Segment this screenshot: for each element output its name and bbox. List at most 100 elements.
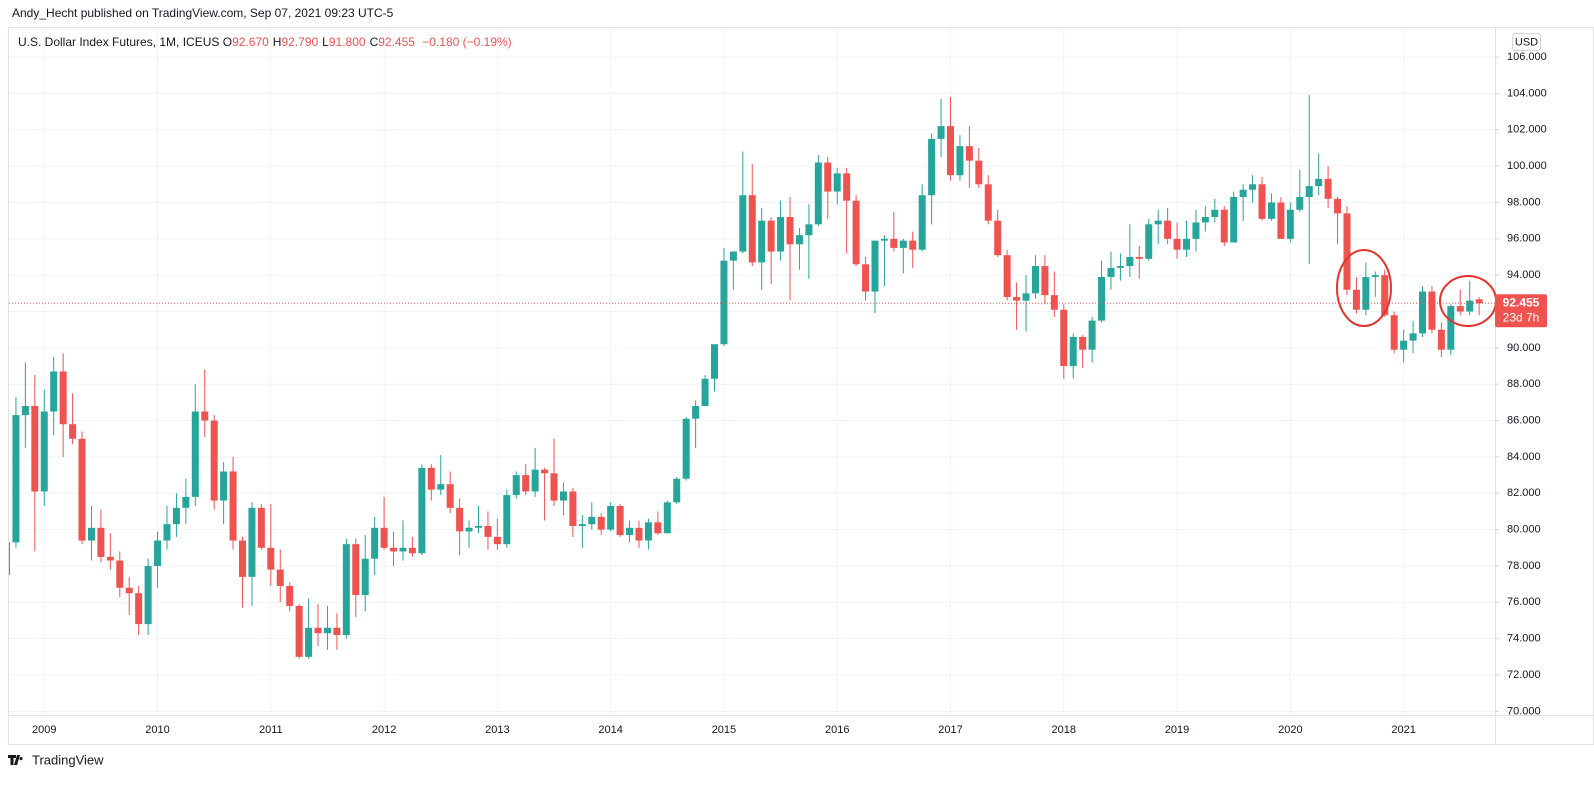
ohlc-value: 91.800: [328, 35, 366, 49]
candle-body: [59, 371, 67, 425]
candle-body: [1041, 266, 1049, 296]
y-tick-label: 106.000: [1507, 51, 1547, 63]
price-label-box: [1495, 294, 1547, 328]
candle-body: [21, 406, 29, 416]
y-tick-label: 96.000: [1507, 233, 1541, 245]
candle-body: [135, 593, 143, 625]
candle-body: [172, 507, 180, 525]
candle-body: [1088, 320, 1096, 350]
candle-body: [1183, 238, 1190, 250]
candle-body: [1164, 220, 1172, 239]
candle-body: [578, 524, 586, 526]
candle-body: [182, 496, 190, 508]
candle-body: [1428, 291, 1436, 330]
y-tick-label: 104.000: [1507, 87, 1547, 99]
candle-body: [191, 411, 199, 497]
candle-body: [239, 540, 246, 577]
candle-body: [1475, 299, 1483, 304]
y-tick-label: 90.000: [1507, 342, 1541, 354]
candle-body: [333, 627, 341, 636]
ohlc-value: 92.790: [281, 35, 319, 49]
candle-body: [1324, 178, 1332, 199]
candle-body: [984, 184, 992, 221]
candle-body: [1381, 275, 1389, 316]
candle-body: [512, 475, 520, 496]
x-tick-label: 2019: [1165, 724, 1189, 736]
highlight-circle: [1336, 249, 1392, 327]
candle-body: [729, 251, 737, 261]
candle-body: [106, 556, 114, 561]
y-tick-label: 82.000: [1507, 487, 1541, 499]
candle-body: [1456, 306, 1464, 312]
candle-body: [361, 558, 369, 596]
candle-body: [390, 547, 398, 552]
candle-body: [1286, 209, 1294, 239]
candle-body: [720, 260, 728, 345]
candle-body: [1267, 202, 1275, 219]
candle-body: [663, 502, 671, 534]
candle-body: [418, 467, 426, 554]
candle-body: [890, 238, 898, 248]
candle-body: [456, 507, 464, 532]
candle-body: [937, 126, 945, 139]
candle-body: [97, 527, 105, 557]
candle-body: [229, 471, 237, 541]
candle-body: [1116, 266, 1124, 268]
candle-body: [777, 217, 785, 252]
candle-body: [947, 126, 954, 176]
candle-body: [220, 471, 228, 501]
candle-body: [248, 507, 256, 577]
candle-body: [692, 406, 700, 419]
candle-body: [9, 542, 10, 576]
candle-body: [342, 544, 350, 636]
candle-body: [87, 527, 95, 541]
y-tick-label: 98.000: [1507, 196, 1541, 208]
y-tick-label: 88.000: [1507, 378, 1541, 390]
candle-body: [408, 547, 416, 554]
candle-body: [965, 146, 973, 161]
ohlc-key: H: [272, 35, 282, 49]
chart-frame: [8, 27, 1594, 745]
x-tick-label: 2021: [1391, 724, 1415, 736]
currency-box[interactable]: [1512, 33, 1541, 51]
candle-body: [1296, 197, 1304, 210]
candle-body: [833, 173, 841, 192]
countdown: 23d 7h: [1503, 310, 1540, 324]
candle-body: [116, 560, 124, 588]
y-tick-label: 94.000: [1507, 269, 1541, 281]
candle-body: [597, 516, 605, 530]
candle-body: [767, 220, 775, 252]
candle-body: [1211, 209, 1219, 218]
candle-body: [786, 217, 794, 245]
change: −0.180 (−0.19%): [422, 35, 512, 49]
candle-body: [210, 420, 218, 501]
candle-body: [1390, 315, 1398, 350]
candle-body: [626, 527, 634, 536]
candle-body: [295, 605, 303, 657]
candle-body: [493, 536, 501, 545]
candle-body: [78, 438, 86, 541]
candle-body: [437, 484, 445, 490]
candle-body: [144, 565, 152, 625]
candle-body: [522, 475, 530, 492]
candle-body: [918, 195, 926, 250]
currency[interactable]: USD: [1515, 36, 1538, 48]
y-tick-label: 102.000: [1507, 124, 1547, 136]
y-tick-label: 80.000: [1507, 524, 1541, 536]
candle-body: [1371, 275, 1379, 277]
candle-body: [1107, 267, 1115, 277]
candle-body: [824, 162, 832, 192]
candle-body: [69, 424, 77, 439]
candle-body: [31, 406, 39, 492]
candle-body: [1031, 266, 1039, 294]
candle-body: [1173, 238, 1181, 250]
price-label: 92.455: [1503, 295, 1540, 309]
candle-body: [994, 220, 1002, 256]
candle-body: [1400, 340, 1408, 350]
candle-body: [852, 200, 860, 265]
ohlc-key: C: [369, 35, 379, 49]
candle-body: [1277, 202, 1285, 239]
y-tick-label: 78.000: [1507, 560, 1541, 572]
